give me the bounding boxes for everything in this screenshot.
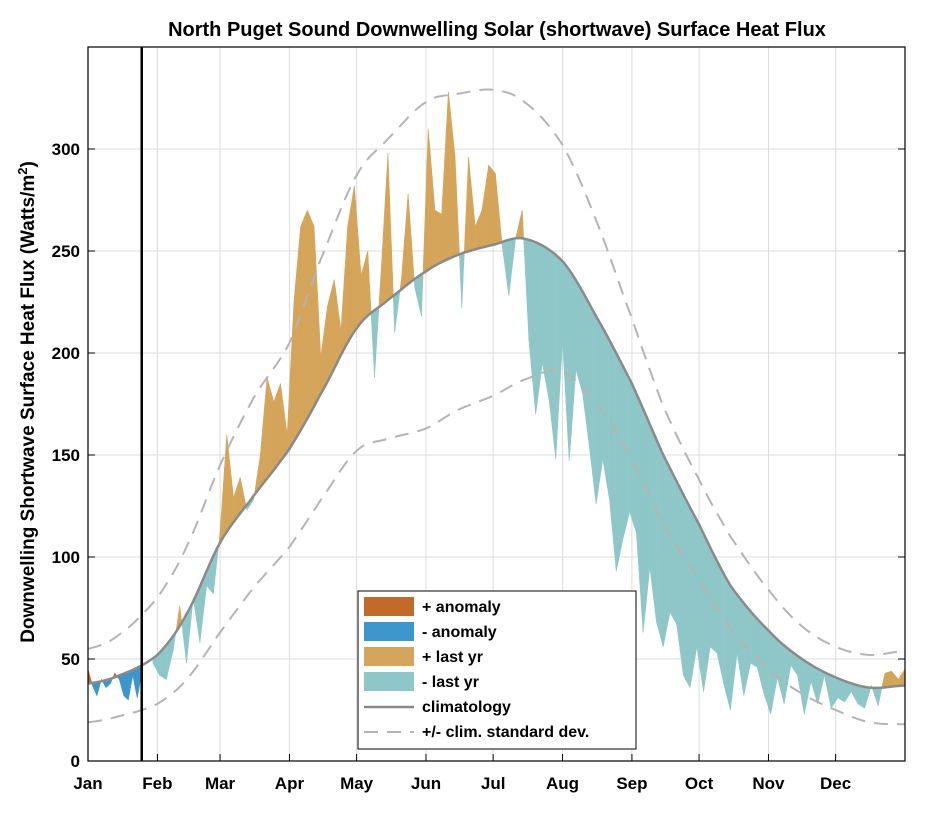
y-tick-label: 0 — [71, 752, 80, 771]
x-tick-label: Dec — [820, 774, 851, 793]
legend-label-pos-anomaly: + anomaly — [422, 599, 501, 616]
y-tick-label: 50 — [61, 650, 80, 669]
std-dev-upper-line — [87, 88, 906, 656]
x-tick-label: Jan — [73, 774, 102, 793]
legend-box — [357, 590, 637, 750]
last-year-positive-band — [369, 293, 372, 315]
legend-swatch-pos-last-yr — [364, 647, 414, 666]
legend-swatch-neg-anomaly — [364, 622, 414, 641]
x-tick-label: Jun — [411, 774, 441, 793]
legend-swatch-pos-anomaly — [364, 597, 414, 616]
x-tick-label: Nov — [752, 774, 785, 793]
plot-frame — [87, 46, 906, 762]
legend-label-neg-anomaly: - anomaly — [422, 624, 497, 641]
legend-label-neg-last-yr: - last yr — [422, 674, 479, 691]
y-axis-label-main: Downwelling Shortwave Surface Heat Flux … — [18, 175, 39, 643]
last-year-negative-band — [514, 237, 516, 249]
anomaly-fills — [87, 91, 906, 715]
y-axis-ticks: 0 50 100 150 200 250 300 — [52, 140, 905, 771]
x-tick-label: Jul — [481, 774, 506, 793]
x-tick-label: Feb — [142, 774, 172, 793]
x-tick-label: May — [340, 774, 374, 793]
legend-label-pos-last-yr: + last yr — [422, 649, 483, 666]
y-tick-label: 250 — [52, 242, 80, 261]
x-tick-label: Mar — [205, 774, 236, 793]
x-axis-ticks: Jan Feb Mar Apr May Jun Jul Aug Sep Oct Nov Dec — [73, 754, 851, 793]
climatology-lines — [87, 88, 906, 726]
chart-title: North Puget Sound Downwelling Solar (sho… — [168, 19, 826, 41]
y-tick-label: 300 — [52, 140, 80, 159]
x-tick-label: Sep — [616, 774, 647, 793]
y-axis-label-sup: 2 — [15, 168, 30, 175]
climatology-line — [87, 236, 906, 690]
y-tick-label: 200 — [52, 344, 80, 363]
legend: + anomaly - anomaly + last yr - last yr … — [357, 590, 637, 750]
std-dev-lower-line — [87, 369, 906, 726]
y-axis-label-close: ) — [18, 161, 39, 167]
y-axis-label: Downwelling Shortwave Surface Heat Flux … — [15, 161, 39, 643]
y-tick-label: 100 — [52, 548, 80, 567]
x-tick-label: Oct — [685, 774, 714, 793]
legend-label-std-dev: +/- clim. standard dev. — [422, 724, 589, 741]
x-tick-label: Aug — [546, 774, 579, 793]
legend-swatch-neg-last-yr — [364, 672, 414, 691]
y-tick-label: 150 — [52, 446, 80, 465]
legend-label-climatology: climatology — [422, 699, 511, 716]
x-tick-label: Apr — [275, 774, 305, 793]
